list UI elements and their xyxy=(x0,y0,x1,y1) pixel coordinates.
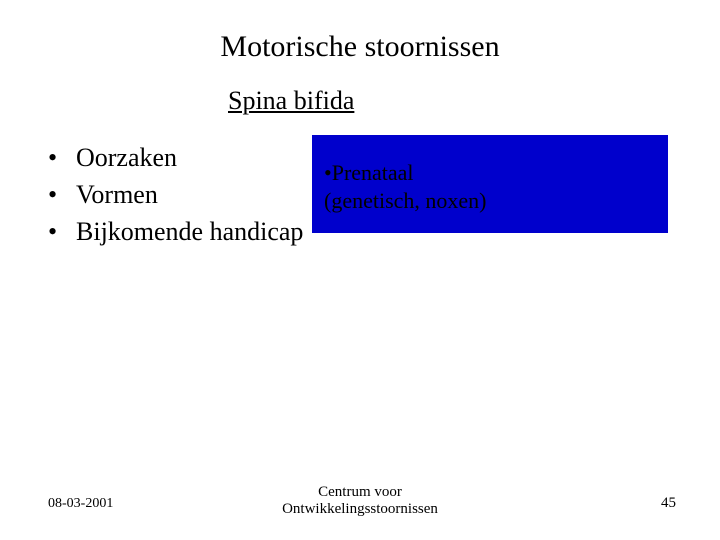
callout-line: (genetisch, noxen) xyxy=(324,187,660,215)
bullet-text: Oorzaken xyxy=(76,143,177,172)
footer-center-line: Centrum voor xyxy=(0,484,720,501)
footer-page-number: 45 xyxy=(661,495,676,512)
bullet-list: •Oorzaken •Vormen •Bijkomende handicap xyxy=(48,140,303,251)
callout-box: •Prenataal (genetisch, noxen) xyxy=(312,135,668,233)
bullet-marker: • xyxy=(48,214,76,249)
bullet-item: •Vormen xyxy=(48,177,303,212)
bullet-marker: • xyxy=(48,177,76,212)
bullet-text: Vormen xyxy=(76,180,158,209)
footer-center-line: Ontwikkelingsstoornissen xyxy=(0,501,720,518)
callout-line: •Prenataal xyxy=(324,159,660,187)
bullet-text: Bijkomende handicap xyxy=(76,217,303,246)
slide-subtitle: Spina bifida xyxy=(228,86,354,116)
bullet-marker: • xyxy=(48,140,76,175)
footer-center: Centrum voor Ontwikkelingsstoornissen xyxy=(0,484,720,519)
bullet-item: •Oorzaken xyxy=(48,140,303,175)
slide-title: Motorische stoornissen xyxy=(0,30,720,64)
bullet-item: •Bijkomende handicap xyxy=(48,214,303,249)
